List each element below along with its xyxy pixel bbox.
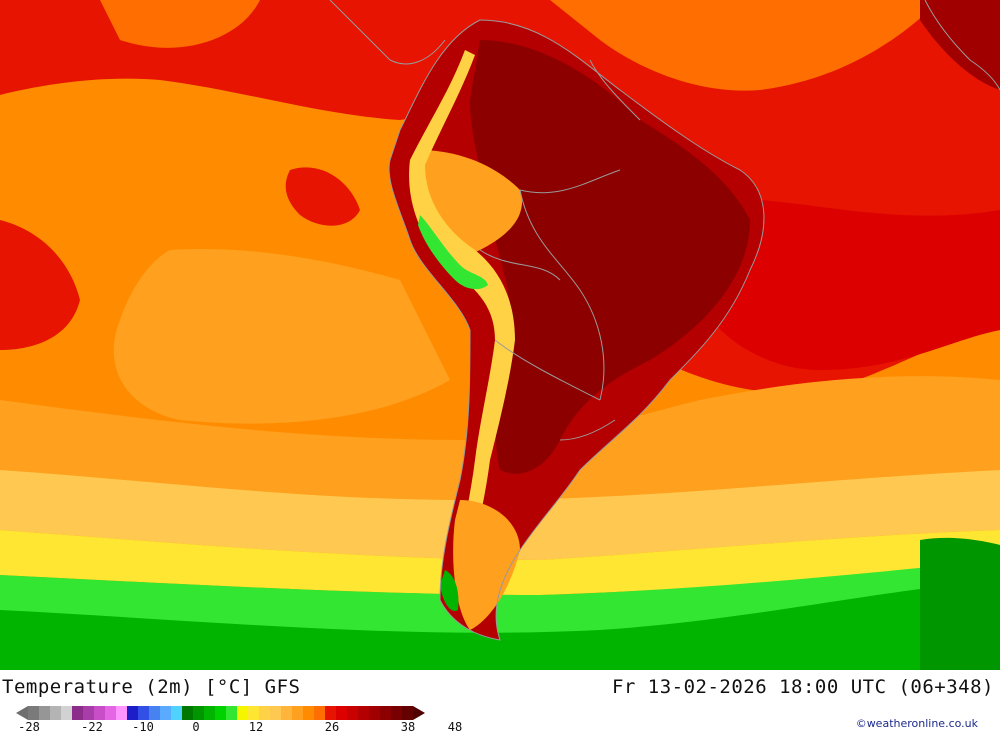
legend-swatch xyxy=(116,706,127,720)
band-north-orange xyxy=(100,0,940,91)
legend-swatch xyxy=(325,706,336,720)
legend-swatch xyxy=(61,706,72,720)
legend-swatch xyxy=(391,706,402,720)
band-south-deep-green xyxy=(0,580,1000,670)
legend-swatch xyxy=(292,706,303,720)
legend-swatch xyxy=(204,706,215,720)
country-borders xyxy=(329,0,1000,641)
legend-swatch xyxy=(50,706,61,720)
legend-swatch xyxy=(83,706,94,720)
patagonia-green xyxy=(440,570,459,611)
legend-swatch xyxy=(259,706,270,720)
credit-link[interactable]: ©weatheronline.co.uk xyxy=(855,717,978,730)
legend-swatch xyxy=(105,706,116,720)
legend-swatch xyxy=(149,706,160,720)
band-east-red xyxy=(700,198,1000,370)
legend-swatch xyxy=(336,706,347,720)
legend-swatch xyxy=(358,706,369,720)
legend-swatch xyxy=(94,706,105,720)
legend-swatch xyxy=(138,706,149,720)
legend-swatch xyxy=(127,706,138,720)
legend-tick: 26 xyxy=(324,720,340,734)
legend-swatch xyxy=(39,706,50,720)
legend-left-arrow xyxy=(16,706,28,720)
legend-swatch xyxy=(281,706,292,720)
legend-swatch xyxy=(237,706,248,720)
legend-swatch xyxy=(347,706,358,720)
legend-swatch xyxy=(72,706,83,720)
legend-right-arrow xyxy=(413,706,425,720)
temperature-map xyxy=(0,0,1000,670)
andes-ridge xyxy=(409,50,515,585)
legend-swatch xyxy=(314,706,325,720)
legend-swatch xyxy=(369,706,380,720)
legend-swatch xyxy=(248,706,259,720)
legend-tick: 12 xyxy=(248,720,264,734)
legend-tick: 0 xyxy=(192,720,200,734)
red-patch-pacific xyxy=(285,167,360,226)
legend-swatch xyxy=(226,706,237,720)
legend-swatch xyxy=(402,706,413,720)
legend-tick: 38 xyxy=(400,720,416,734)
red-patch-west xyxy=(0,220,80,350)
legend-swatch xyxy=(171,706,182,720)
legend-tick: -22 xyxy=(81,720,103,734)
andes-green xyxy=(418,215,488,290)
legend-tick: -28 xyxy=(18,720,40,734)
legend-swatch xyxy=(182,706,193,720)
map-title: Temperature (2m) [°C] GFS xyxy=(2,676,301,698)
continent-core-deep-red xyxy=(470,40,750,474)
patagonia-orange xyxy=(453,500,520,630)
band-southeast-green xyxy=(920,537,1000,670)
legend-swatch xyxy=(193,706,204,720)
legend-swatch xyxy=(28,706,39,720)
legend-swatch xyxy=(270,706,281,720)
legend-swatch xyxy=(303,706,314,720)
valid-time: Fr 13-02-2026 18:00 UTC (06+348) xyxy=(611,676,994,698)
legend-swatch xyxy=(380,706,391,720)
legend-tick: -10 xyxy=(132,720,154,734)
legend-tick: 48 xyxy=(447,720,463,734)
band-south-light-orange xyxy=(0,376,1000,500)
legend-swatch xyxy=(160,706,171,720)
legend-swatch xyxy=(215,706,226,720)
band-west-light-orange xyxy=(113,249,450,424)
